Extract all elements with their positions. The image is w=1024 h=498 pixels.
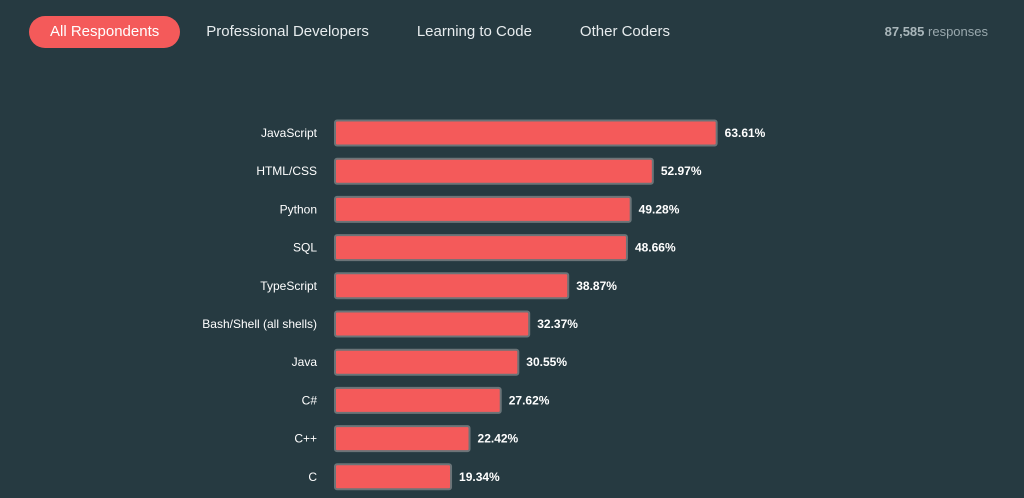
responses-suffix: responses bbox=[928, 24, 988, 39]
bar-typescript[interactable] bbox=[334, 272, 570, 300]
value-label-javascript: 63.61% bbox=[725, 126, 766, 140]
bar-c[interactable] bbox=[334, 386, 502, 414]
tab-learning-to-code[interactable]: Learning to Code bbox=[416, 23, 532, 40]
bar-bash-shell-all-shells[interactable] bbox=[334, 310, 531, 338]
category-label-html-css: HTML/CSS bbox=[256, 164, 317, 178]
value-label-c: 22.42% bbox=[478, 432, 519, 446]
responses-number: 87,585 bbox=[884, 24, 925, 39]
value-label-c: 27.62% bbox=[509, 393, 550, 407]
value-label-bash-shell-all-shells: 32.37% bbox=[537, 317, 578, 331]
bar-sql[interactable] bbox=[334, 234, 628, 262]
value-label-java: 30.55% bbox=[526, 355, 567, 369]
bar-html-css[interactable] bbox=[334, 157, 654, 185]
category-label-javascript: JavaScript bbox=[261, 126, 318, 140]
category-label-bash-shell-all-shells: Bash/Shell (all shells) bbox=[202, 317, 317, 331]
category-label-c: C++ bbox=[294, 432, 317, 446]
bar-c[interactable] bbox=[334, 463, 453, 491]
bar-java[interactable] bbox=[334, 348, 520, 376]
bar-c[interactable] bbox=[334, 425, 471, 453]
bar-javascript[interactable] bbox=[334, 119, 718, 147]
value-label-c: 19.34% bbox=[459, 470, 500, 484]
value-label-typescript: 38.87% bbox=[576, 279, 617, 293]
category-label-python: Python bbox=[280, 202, 317, 216]
value-label-python: 49.28% bbox=[639, 202, 680, 216]
tab-other-coders[interactable]: Other Coders bbox=[579, 23, 670, 40]
tab-all-respondents[interactable]: All Respondents bbox=[29, 16, 181, 48]
tab-professional-developers[interactable]: Professional Developers bbox=[206, 23, 369, 40]
category-label-java: Java bbox=[292, 355, 318, 369]
category-label-sql: SQL bbox=[293, 241, 317, 255]
value-label-html-css: 52.97% bbox=[661, 164, 702, 178]
category-label-c: C bbox=[308, 470, 317, 484]
value-label-sql: 48.66% bbox=[635, 241, 676, 255]
category-label-c: C# bbox=[302, 393, 318, 407]
respondent-tabs: All Respondents Professional Developers … bbox=[29, 16, 696, 48]
bar-python[interactable] bbox=[334, 195, 632, 223]
responses-count: 87,585 responses bbox=[885, 24, 988, 39]
category-label-typescript: TypeScript bbox=[260, 279, 317, 293]
